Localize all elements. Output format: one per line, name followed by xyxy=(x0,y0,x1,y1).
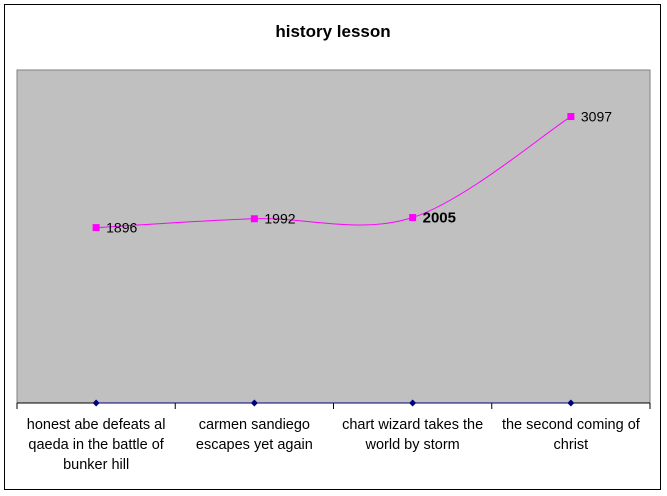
data-label: 3097 xyxy=(581,109,612,125)
baseline-diamond-marker xyxy=(92,399,100,407)
baseline-diamond-marker xyxy=(250,399,258,407)
category-label-line: the second coming of xyxy=(502,417,641,433)
chart-title: history lesson xyxy=(275,22,390,41)
baseline-diamond-marker xyxy=(409,399,417,407)
category-label: carmen sandiego escapes yet again xyxy=(196,417,313,453)
data-point-marker xyxy=(92,224,100,232)
category-label-line: carmen sandiego xyxy=(199,417,310,433)
category-label-line: christ xyxy=(554,437,589,453)
data-point-marker xyxy=(409,214,417,222)
category-label-line: bunker hill xyxy=(63,457,129,473)
data-point-marker xyxy=(250,215,258,223)
data-label: 1992 xyxy=(264,211,295,227)
baseline-diamond-marker xyxy=(567,399,575,407)
data-point-marker xyxy=(567,113,575,121)
category-label-line: qaeda in the battle of xyxy=(28,437,164,453)
category-label-line: honest abe defeats al xyxy=(27,417,166,433)
category-label: the second coming of christ xyxy=(502,417,641,453)
plot-area xyxy=(16,69,651,404)
category-label-line: chart wizard takes the xyxy=(342,417,483,433)
category-label-line: escapes yet again xyxy=(196,437,313,453)
category-label-line: world by storm xyxy=(364,437,459,453)
series-line xyxy=(96,116,572,229)
data-label: 2005 xyxy=(423,210,456,227)
category-label: honest abe defeats al qaeda in the battle… xyxy=(27,417,166,473)
data-label: 1896 xyxy=(106,220,137,236)
category-label: chart wizard takes the world by storm xyxy=(342,417,483,453)
